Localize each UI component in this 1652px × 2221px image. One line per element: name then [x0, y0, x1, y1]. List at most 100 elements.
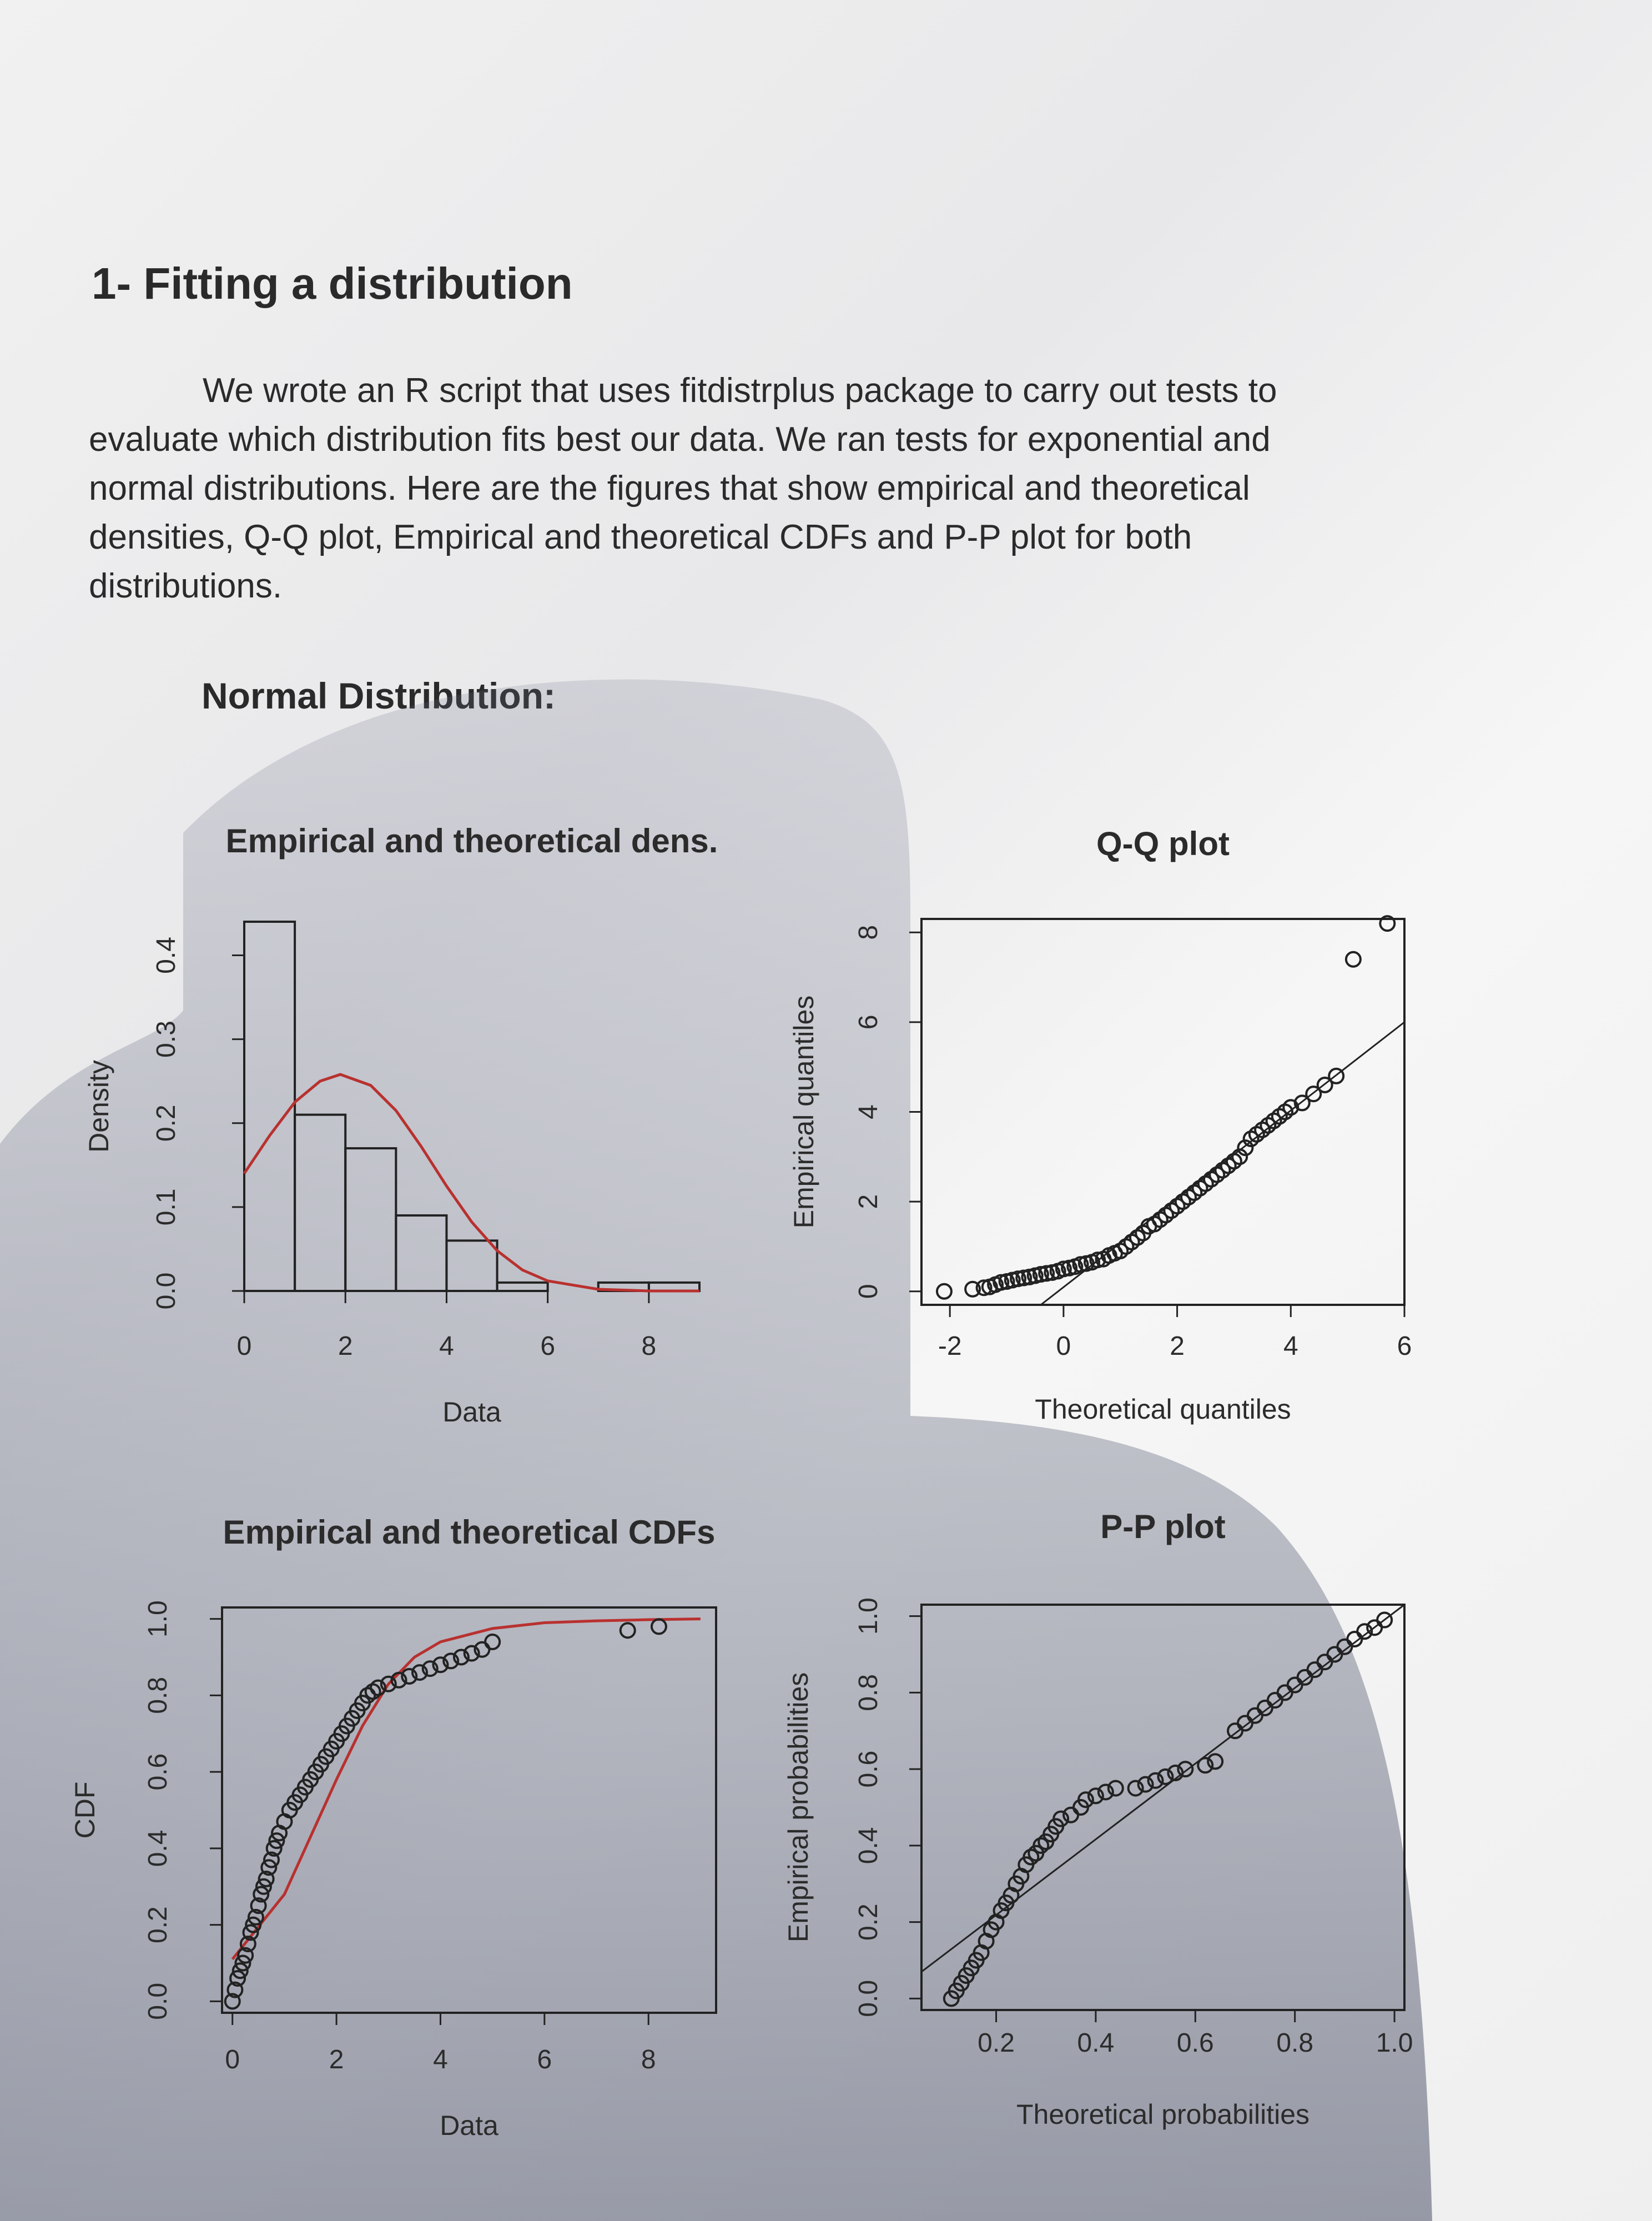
chart-2-xtick-label: 6: [1397, 1331, 1412, 1361]
chart-4-point: [1376, 1611, 1393, 1629]
chart-3-ytick-label: 0.4: [143, 1830, 173, 1867]
chart-1-xtick-label: 8: [642, 1331, 657, 1361]
hand-shadow: [0, 679, 1432, 2221]
chart-2-point: [935, 1283, 953, 1300]
cdf-empirical-point: [421, 1660, 439, 1677]
chart-1-title: Empirical and theoretical dens.: [226, 822, 718, 860]
chart-2-point: [1231, 1148, 1248, 1165]
chart-2-point: [1010, 1270, 1026, 1288]
chart-1-xtick-label: 2: [338, 1331, 353, 1361]
chart-4-point: [1097, 1783, 1114, 1801]
chart-2-point: [1379, 915, 1396, 932]
chart-2-title: Q-Q plot: [1096, 825, 1230, 862]
chart-2-ytick-label: 0: [854, 1284, 883, 1299]
chart-2-point: [1344, 951, 1362, 968]
chart-1-xtick-label: 6: [540, 1331, 555, 1361]
chart-4-ytick-label: 0.0: [854, 1980, 883, 2017]
chart-2-point: [1055, 1260, 1072, 1278]
chart-2-xlabel: Theoretical quantiles: [1035, 1394, 1291, 1425]
chart-1-ytick-label: 0.0: [152, 1273, 181, 1310]
chart-4-title: P-P plot: [1100, 1508, 1226, 1545]
chart-1-ytick-label: 0.2: [152, 1104, 181, 1142]
chart-3-xtick-label: 4: [433, 2045, 448, 2074]
cdf-empirical-point: [484, 1633, 501, 1650]
chart-1-ytick-label: 0.4: [152, 937, 181, 974]
cdf-empirical-point: [380, 1675, 397, 1692]
cdf-empirical-point: [239, 1936, 256, 1953]
chart-4-point: [1197, 1757, 1214, 1774]
cdf-empirical-point: [253, 1886, 270, 1903]
chart-4-point: [1023, 1848, 1040, 1866]
chart-1-xtick-label: 0: [237, 1331, 252, 1361]
chart-4-point: [1356, 1623, 1373, 1640]
chart-2-ytick-label: 8: [854, 925, 883, 940]
cdf-empirical-point: [247, 1908, 264, 1926]
chart-2-point: [1015, 1269, 1032, 1287]
chart-3-xlabel: Data: [440, 2110, 498, 2141]
cdf-empirical-point: [242, 1924, 259, 1941]
chart-3-ylabel: CDF: [69, 1782, 100, 1839]
chart-4-point: [1157, 1768, 1174, 1785]
cdf-empirical-point: [260, 1859, 278, 1876]
cdf-empirical-point: [411, 1664, 428, 1681]
chart-2-ylabel: Empirical quantiles: [788, 996, 819, 1229]
chart-4-point: [1052, 1810, 1070, 1827]
cdf-empirical-point: [263, 1851, 280, 1868]
cdf-empirical-point: [234, 1954, 251, 1972]
chart-4-ylabel: Empirical probabilities: [783, 1672, 814, 1942]
chart-2-point: [993, 1274, 1010, 1291]
chart-4-frame: [920, 1604, 1406, 2011]
chart-4-point: [1087, 1787, 1104, 1805]
cdf-empirical-point: [390, 1671, 407, 1689]
chart-2-xtick-label: -2: [938, 1331, 962, 1361]
chart-2-point: [1237, 1139, 1254, 1157]
chart-4-xlabel: Theoretical probabilities: [1016, 2099, 1309, 2130]
chart-2-xtick-label: 0: [1056, 1331, 1071, 1361]
chart-4-point: [1127, 1780, 1144, 1797]
chart-3-xtick-label: 8: [641, 2045, 656, 2074]
cdf-empirical-point: [265, 1840, 283, 1857]
chart-4-point: [1077, 1791, 1094, 1808]
chart-2-point: [964, 1280, 981, 1298]
chart-4-ytick-label: 1.0: [854, 1597, 883, 1635]
cdf-empirical-point: [237, 1947, 254, 1964]
figure-panels: Empirical and theoretical dens. Data Densi…: [69, 822, 1413, 2141]
cdf-empirical-point: [452, 1649, 470, 1666]
chart-2-ytick-label: 4: [854, 1104, 883, 1119]
cdf-empirical-point: [226, 1981, 244, 1998]
chart-4-xtick-label: 0.6: [1177, 2028, 1214, 2058]
chart-2-ytick-label: 2: [854, 1194, 883, 1209]
cdf-empirical-point: [432, 1656, 449, 1674]
intro-paragraph: We wrote an R script that uses fitdistrp…: [89, 371, 1277, 605]
cdf-theoretical-curve: [231, 1617, 701, 1961]
cdf-empirical-point: [245, 1916, 262, 1933]
chart-3-xtick-label: 0: [225, 2045, 240, 2074]
chart-2-point: [1316, 1077, 1333, 1094]
chart-4-ytick-label: 0.2: [854, 1903, 883, 1941]
density-fit-curve: [243, 1073, 699, 1293]
chart-4-point: [1032, 1837, 1050, 1854]
histogram-bar: [496, 1281, 549, 1293]
histogram-bar: [445, 1239, 498, 1292]
chart-3-ytick-label: 0.0: [143, 1983, 173, 2020]
cdf-empirical-point: [442, 1652, 460, 1670]
chart-2-point: [1032, 1266, 1049, 1283]
cdf-empirical-point: [224, 1993, 241, 2010]
cdf-empirical-point: [250, 1897, 267, 1915]
cdf-empirical-point: [650, 1618, 667, 1635]
cdf-empirical-point: [401, 1667, 418, 1685]
chart-1-ytick-label: 0.1: [152, 1188, 181, 1225]
chart-2-xtick-label: 4: [1283, 1331, 1298, 1361]
chart-4-point: [1107, 1780, 1124, 1797]
chart-3-title: Empirical and theoretical CDFs: [223, 1514, 716, 1551]
chart-2-point: [1072, 1256, 1089, 1273]
chart-4-point: [1137, 1776, 1154, 1793]
chart-3-frame: [221, 1606, 717, 2014]
chart-4-ytick-label: 0.6: [854, 1751, 883, 1788]
chart-3-ytick-label: 1.0: [143, 1600, 173, 1637]
cdf-empirical-point: [268, 1832, 285, 1850]
chart-2-point: [1293, 1094, 1311, 1112]
cdf-empirical-point: [370, 1679, 387, 1696]
